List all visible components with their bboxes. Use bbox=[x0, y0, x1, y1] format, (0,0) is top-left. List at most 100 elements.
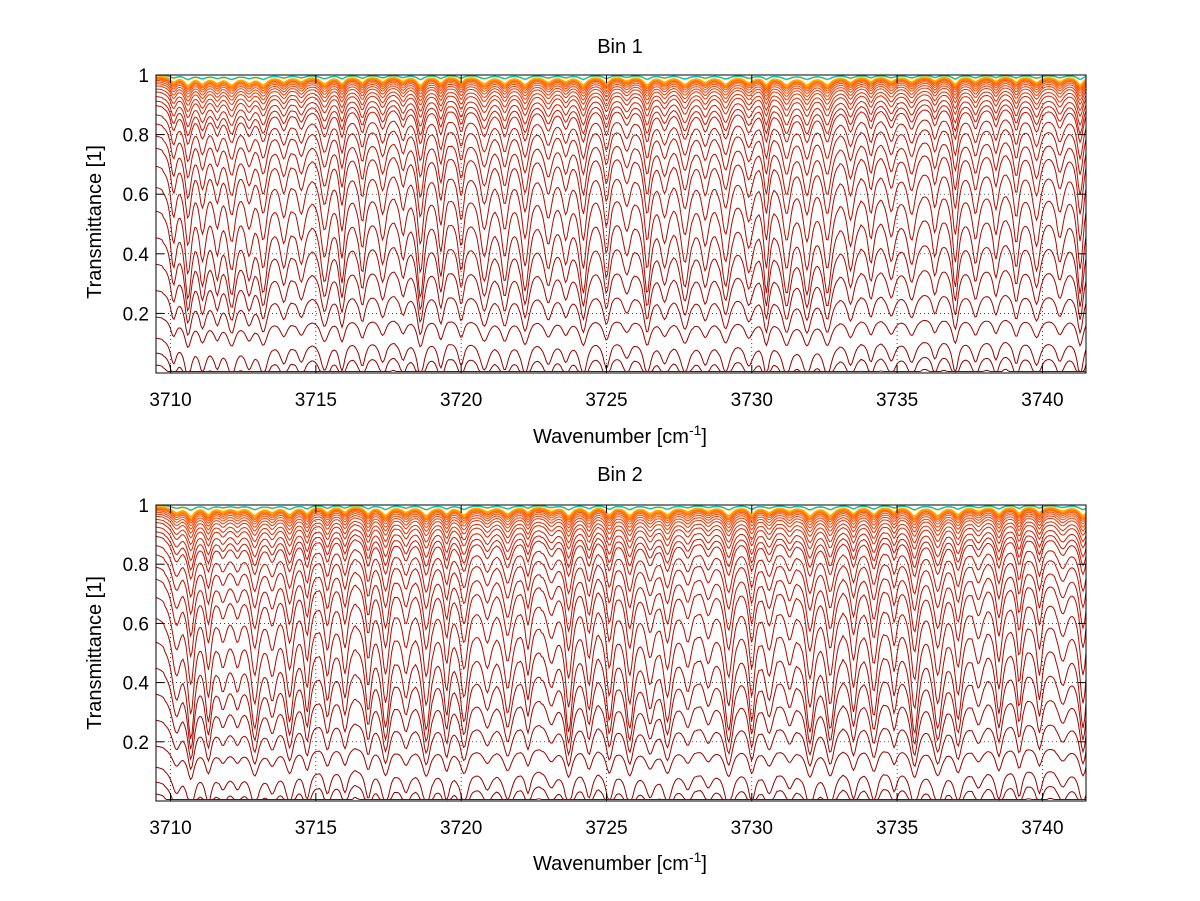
y-tick-label: 0.2 bbox=[123, 733, 149, 754]
series-line bbox=[155, 147, 1087, 220]
series-line bbox=[155, 316, 1087, 348]
series-line bbox=[155, 535, 1087, 581]
x-axis-label: Wavenumber [cm-1] bbox=[533, 849, 707, 875]
series-line bbox=[155, 75, 1087, 86]
x-tick-label: 3740 bbox=[1021, 390, 1063, 411]
series-line bbox=[155, 506, 1087, 519]
plot-panel-bin2: Bin 2 3710 3715 3720 3725 3730 3735 3740 0.20.… bbox=[84, 464, 1087, 875]
series-group bbox=[155, 74, 1087, 373]
x-tick-label: 3715 bbox=[295, 390, 337, 411]
series-line bbox=[155, 81, 1087, 98]
series-line bbox=[155, 210, 1087, 301]
x-tick-label: 3710 bbox=[149, 818, 191, 839]
series-line bbox=[155, 123, 1087, 179]
series-line bbox=[155, 88, 1087, 113]
y-tick-label: 1 bbox=[138, 66, 149, 87]
series-line bbox=[155, 263, 1087, 324]
series-line bbox=[155, 364, 1086, 372]
series-line bbox=[155, 566, 1087, 638]
series-line bbox=[155, 578, 1087, 659]
y-tick-labels: 0.2 0.4 0.6 0.8 1 bbox=[123, 66, 150, 325]
series-line bbox=[155, 135, 1087, 200]
series-line bbox=[155, 100, 1087, 137]
series-line bbox=[155, 79, 1087, 95]
x-tick-labels: 3710 3715 3720 3725 3730 3735 3740 bbox=[149, 390, 1063, 411]
y-axis-label: Transmittance [1] bbox=[84, 576, 106, 730]
x-tick-label: 3735 bbox=[876, 818, 918, 839]
x-tick-label: 3730 bbox=[731, 390, 773, 411]
series-line bbox=[155, 290, 1087, 336]
series-line bbox=[155, 545, 1087, 599]
tick-marks bbox=[156, 504, 1086, 801]
series-line bbox=[155, 531, 1087, 571]
x-tick-label: 3720 bbox=[440, 390, 482, 411]
series-line bbox=[155, 237, 1087, 313]
series-line bbox=[155, 352, 1087, 372]
series-line bbox=[156, 507, 1087, 521]
series-line bbox=[155, 745, 1087, 781]
x-tick-label: 3710 bbox=[149, 390, 191, 411]
series-line bbox=[155, 511, 1087, 530]
y-tick-labels: 0.2 0.4 0.6 0.8 1 bbox=[123, 496, 150, 754]
x-tick-label: 3725 bbox=[585, 818, 627, 839]
series-line bbox=[156, 77, 1087, 91]
series-line bbox=[155, 165, 1087, 247]
series-line bbox=[155, 526, 1087, 562]
plot-title: Bin 1 bbox=[597, 36, 643, 58]
series-line bbox=[155, 114, 1087, 163]
x-tick-label: 3720 bbox=[440, 818, 482, 839]
y-tick-label: 0.4 bbox=[123, 674, 150, 695]
y-tick-label: 0.8 bbox=[123, 555, 149, 576]
y-tick-label: 0.6 bbox=[123, 185, 149, 206]
series-line bbox=[155, 596, 1087, 685]
series-line bbox=[155, 510, 1087, 527]
x-tick-label: 3730 bbox=[731, 818, 773, 839]
y-axis-label: Transmittance [1] bbox=[84, 145, 106, 299]
series-line bbox=[155, 515, 1087, 539]
y-tick-label: 0.4 bbox=[123, 245, 150, 266]
y-tick-label: 1 bbox=[138, 496, 149, 517]
series-line bbox=[155, 508, 1087, 524]
series-line bbox=[155, 85, 1087, 106]
plot-panel-bin1: Bin 1 3710 3715 3720 3725 3730 3735 3740 0.20.… bbox=[84, 36, 1087, 448]
x-axis-label: Wavenumber [cm-1] bbox=[533, 422, 707, 448]
y-tick-label: 0.8 bbox=[123, 126, 149, 147]
series-line bbox=[155, 522, 1087, 552]
series-line bbox=[155, 618, 1087, 715]
series-line bbox=[155, 337, 1087, 373]
plot-title: Bin 2 bbox=[597, 464, 643, 486]
series-line bbox=[155, 719, 1087, 771]
y-tick-label: 0.6 bbox=[123, 614, 149, 635]
series-line bbox=[155, 693, 1087, 761]
series-line bbox=[155, 76, 1087, 88]
series-line bbox=[155, 186, 1087, 276]
x-tick-labels: 3710 3715 3720 3725 3730 3735 3740 bbox=[149, 818, 1063, 839]
tick-marks bbox=[156, 74, 1086, 373]
series-line bbox=[156, 74, 1087, 80]
series-line bbox=[155, 91, 1087, 119]
series-line bbox=[156, 83, 1087, 102]
series-line bbox=[155, 518, 1087, 546]
series-line bbox=[155, 513, 1087, 534]
series-line bbox=[155, 781, 1086, 800]
axes-frame bbox=[155, 504, 1087, 802]
x-tick-label: 3715 bbox=[295, 818, 337, 839]
x-tick-label: 3725 bbox=[585, 390, 627, 411]
x-tick-label: 3735 bbox=[876, 390, 918, 411]
series-line bbox=[155, 766, 1087, 801]
series-line bbox=[155, 554, 1087, 616]
series-line bbox=[155, 667, 1087, 750]
axes-frame bbox=[155, 74, 1087, 374]
series-group bbox=[155, 504, 1087, 801]
series-line bbox=[155, 77, 1087, 89]
x-tick-label: 3740 bbox=[1021, 818, 1063, 839]
series-line bbox=[156, 78, 1087, 93]
series-line bbox=[155, 96, 1087, 128]
y-tick-label: 0.2 bbox=[123, 304, 149, 325]
series-line bbox=[155, 508, 1087, 522]
series-line bbox=[156, 504, 1087, 511]
series-line bbox=[155, 505, 1087, 517]
series-line bbox=[155, 105, 1087, 146]
